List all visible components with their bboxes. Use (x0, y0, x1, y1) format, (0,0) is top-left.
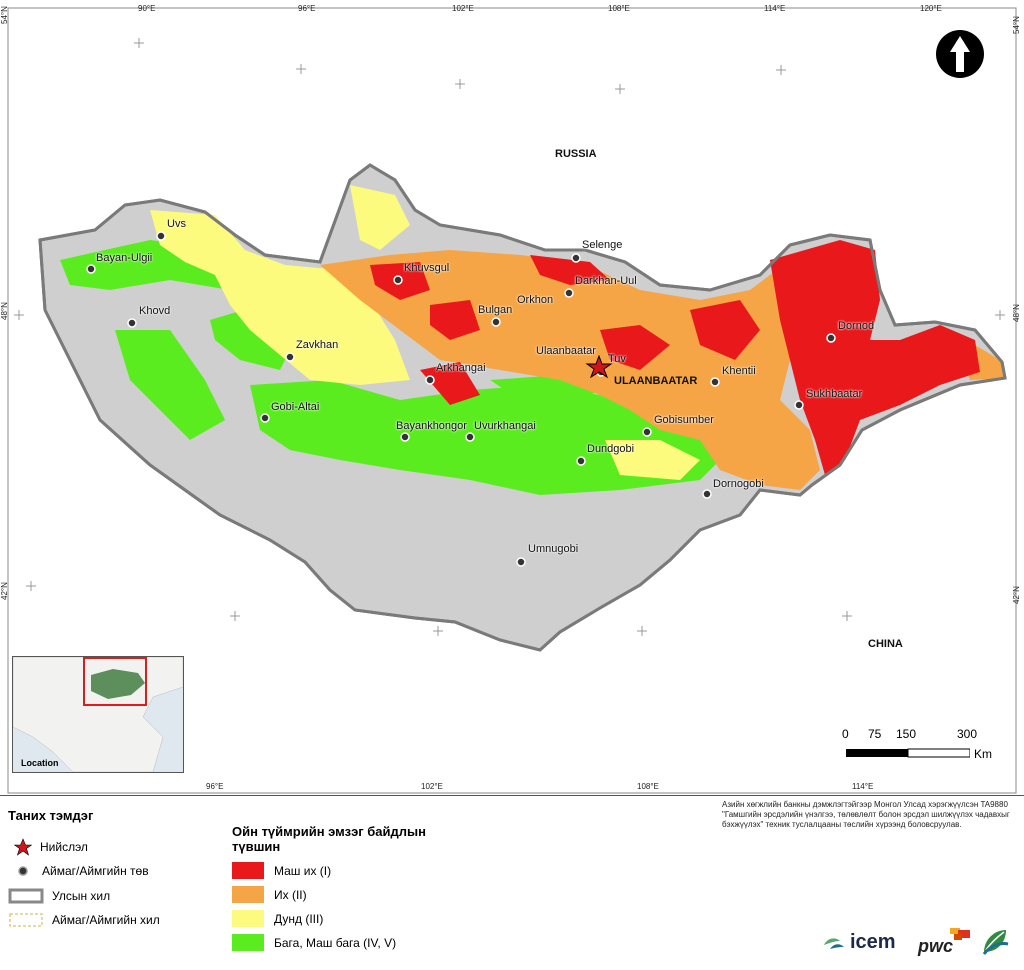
risk-swatch (232, 910, 264, 927)
aimag-center-markers (86, 231, 836, 567)
province-border-icon (9, 913, 43, 927)
city-label: Uvs (167, 218, 186, 230)
national-border-icon (8, 888, 44, 904)
risk-swatch (232, 934, 264, 951)
coord-label: 108°E (637, 782, 659, 791)
city-label: Darkhan-Uul (575, 275, 637, 287)
coord-label: 114°E (852, 782, 874, 791)
city-label: Bayankhongor (396, 420, 467, 432)
graticule (14, 38, 1005, 636)
legend-panel: Таних тэмдэг Нийслэл Аймаг/Аймгийн төв У… (0, 795, 719, 970)
north-arrow-icon (936, 30, 984, 78)
star-icon (14, 838, 32, 856)
legend-title: Таних тэмдэг (8, 808, 94, 823)
risk-swatch (232, 886, 264, 903)
coord-label: 114°E (764, 4, 786, 13)
icem-logo: icem (822, 931, 896, 954)
city-label: Khentii (722, 365, 756, 377)
city-label: Gobisumber (654, 414, 714, 426)
risk-low-zones (60, 240, 730, 495)
coord-label: 48°N (0, 302, 9, 320)
city-label: Bulgan (478, 304, 513, 316)
city-label: Gobi-Altai (271, 401, 320, 413)
icem-leaf-icon (824, 937, 844, 949)
risk-class-item: Их (II) (232, 886, 307, 903)
pwc-logo-text: pwc (918, 936, 954, 956)
icem-logo-text: icem (850, 931, 896, 953)
legend-item-national-border: Улсын хил (8, 888, 110, 904)
city-label: Dornogobi (713, 478, 764, 490)
city-label: Sukhbaatar (806, 388, 863, 400)
risk-legend-title: Ойн түймрийн эмзэг байдлын түвшин (232, 824, 426, 854)
legend-item-capital: Нийслэл (14, 838, 88, 856)
national-border (38, 163, 1007, 652)
scale-bar: 0 75 150 300 Km (842, 727, 992, 767)
city-label: Orkhon (517, 294, 554, 306)
location-inset-map: Location (12, 656, 184, 773)
city-label: Zavkhan (296, 339, 339, 351)
risk-class-label: Дунд (III) (274, 911, 324, 926)
risk-swatch (232, 862, 264, 879)
credits-note: Азийн хөгжлийн банкны дэмжлэгтэйгээр Мон… (722, 800, 1010, 829)
legend-label: Аймаг/Аймгийн төв (42, 864, 149, 878)
scale-unit: Km (974, 747, 992, 761)
city-label: Dornod (838, 320, 875, 332)
coord-label: 54°N (1012, 16, 1021, 34)
capital-label: ULAANBAATAR (614, 375, 698, 387)
scale-tick-label: 150 (896, 727, 917, 741)
legend-item-province-border: Аймаг/Аймгийн хил (8, 912, 160, 928)
scale-tick-label: 0 (842, 727, 849, 741)
city-label: Khuvsgul (404, 262, 450, 274)
country-label-russia: RUSSIA (555, 148, 597, 160)
capital-star (585, 354, 613, 379)
risk-medium-zones (150, 185, 700, 480)
coord-label: 42°N (1012, 586, 1021, 604)
scale-tick-label: 75 (868, 727, 882, 741)
legend-label: Нийслэл (40, 840, 88, 854)
risk-class-item: Маш их (I) (232, 862, 331, 879)
risk-class-label: Бага, Маш бага (IV, V) (274, 935, 397, 950)
inset-label: Location (21, 758, 59, 768)
city-label: Dundgobi (587, 443, 635, 455)
risk-class-item: Дунд (III) (232, 910, 323, 927)
coord-label: 102°E (452, 4, 474, 13)
risk-class-item: Бага, Маш бага (IV, V) (232, 934, 396, 951)
legend-label: Аймаг/Аймгийн хил (52, 913, 160, 927)
coord-label: 102°E (421, 782, 443, 791)
coord-label: 96°E (298, 4, 316, 13)
coord-label: 120°E (920, 4, 942, 13)
coord-label: 96°E (206, 782, 224, 791)
city-label: Umnugobi (528, 543, 579, 555)
dot-icon (18, 866, 28, 876)
legend-item-aimag-center: Аймаг/Аймгийн төв (16, 864, 149, 878)
city-label: Arkhangai (436, 362, 486, 374)
coord-label: 54°N (0, 6, 9, 24)
coord-label: 48°N (1012, 304, 1021, 322)
risk-class-label: Маш их (I) (274, 863, 332, 878)
city-label: Uvurkhangai (474, 420, 536, 432)
city-label: Ulaanbaatar (536, 345, 596, 357)
risk-class-label: Их (II) (274, 887, 307, 902)
city-label: Tuv (608, 353, 626, 365)
city-label: Bayan-Ulgii (96, 252, 153, 264)
city-label: Khovd (139, 305, 171, 317)
credits-panel: Азийн хөгжлийн банкны дэмжлэгтэйгээр Мон… (718, 795, 1024, 970)
scale-tick-label: 300 (957, 727, 978, 741)
coord-label: 108°E (608, 4, 630, 13)
legend-label: Улсын хил (52, 889, 111, 903)
city-label: Selenge (582, 239, 623, 251)
country-label-china: CHINA (868, 638, 903, 650)
coord-label: 42°N (0, 582, 9, 600)
enviro-logo (980, 926, 1010, 965)
coord-label: 90°E (138, 4, 156, 13)
